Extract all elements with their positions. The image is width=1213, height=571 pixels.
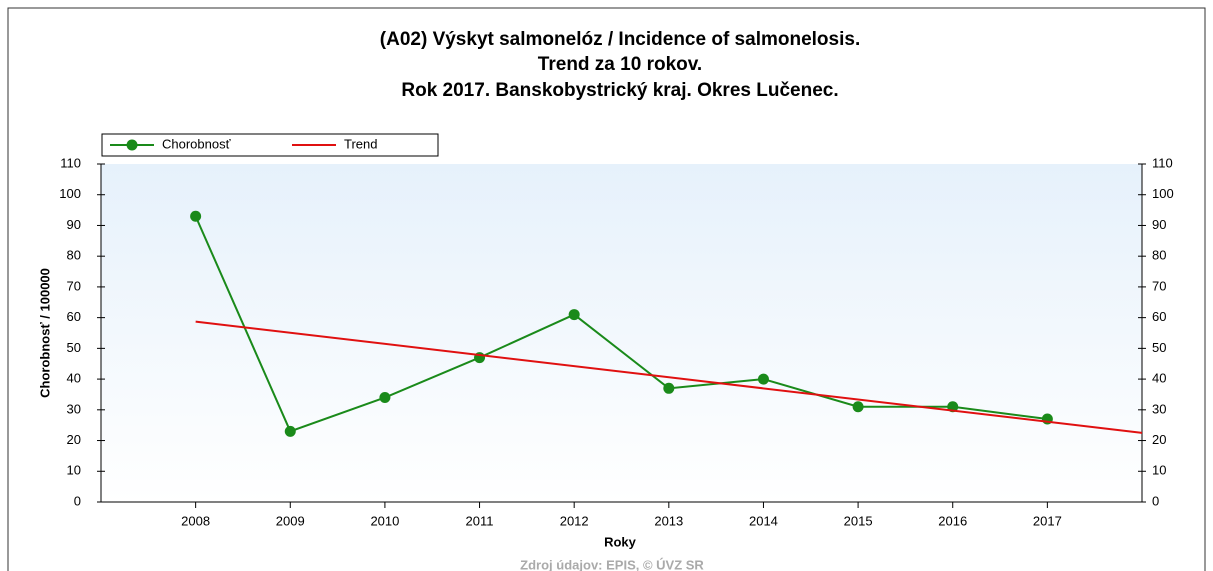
y2-tick-label: 10 [1152, 463, 1166, 478]
y2-tick-label: 60 [1152, 309, 1166, 324]
point [663, 382, 675, 394]
chart-title: Rok 2017. Banskobystrický kraj. Okres Lu… [401, 80, 838, 101]
y-tick-label: 100 [59, 186, 81, 201]
plot-area [101, 164, 1142, 502]
y2-tick-label: 100 [1152, 186, 1174, 201]
legend-label: Trend [344, 136, 377, 151]
y-axis-label: Chorobnosť / 100000 [37, 268, 52, 398]
x-tick-label: 2015 [844, 513, 873, 528]
y-tick-label: 10 [67, 463, 81, 478]
y-tick-label: 20 [67, 432, 81, 447]
chart-title: (A02) Výskyt salmonelóz / Incidence of s… [380, 29, 860, 50]
y2-tick-label: 70 [1152, 278, 1166, 293]
y2-tick-label: 0 [1152, 493, 1159, 508]
x-tick-label: 2014 [749, 513, 778, 528]
y2-tick-label: 30 [1152, 401, 1166, 416]
legend-label: Chorobnosť [162, 136, 231, 151]
legend [101, 133, 439, 157]
series-line [194, 215, 1048, 433]
y-tick-label: 50 [67, 340, 81, 355]
chart-title: Trend za 10 rokov. [538, 54, 702, 75]
y-tick-label: 30 [67, 401, 81, 416]
x-tick-label: 2008 [181, 513, 210, 528]
point [379, 392, 391, 404]
point [757, 373, 769, 385]
y-tick-label: 0 [74, 493, 81, 508]
x-tick-label: 2012 [560, 513, 589, 528]
y2-tick-label: 40 [1152, 371, 1166, 386]
point [852, 401, 864, 413]
y-tick-label: 80 [67, 248, 81, 263]
y-tick-label: 110 [60, 155, 81, 170]
x-tick-label: 2013 [654, 513, 683, 528]
legend-marker [126, 139, 138, 151]
source: Zdroj údajov: EPIS, © ÚVZ SR [520, 557, 704, 571]
y-tick-label: 70 [67, 278, 81, 293]
y-tick-label: 60 [67, 309, 81, 324]
y2-tick-label: 50 [1152, 340, 1166, 355]
y-tick-label: 90 [67, 217, 81, 232]
y2-tick-label: 110 [1152, 155, 1173, 170]
x-tick-label: 2010 [370, 513, 399, 528]
y-tick-label: 40 [67, 371, 81, 386]
x-tick-label: 2017 [1033, 513, 1062, 528]
y2-tick-label: 90 [1152, 217, 1166, 232]
frame [7, 7, 1206, 571]
x-tick-label: 2009 [276, 513, 305, 528]
point [284, 425, 296, 437]
x-tick-label: 2011 [466, 513, 494, 528]
point [568, 309, 580, 321]
y2-tick-label: 80 [1152, 248, 1166, 263]
series-line [195, 320, 1143, 434]
point [190, 210, 202, 222]
x-tick-label: 2016 [938, 513, 967, 528]
x-axis-label: Roky [604, 534, 637, 549]
y2-tick-label: 20 [1152, 432, 1166, 447]
